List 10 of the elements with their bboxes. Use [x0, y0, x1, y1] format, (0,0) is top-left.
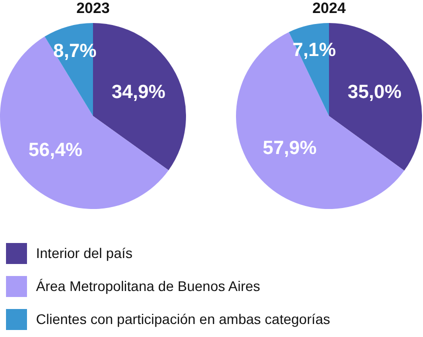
- chart-title: 2024: [312, 0, 346, 18]
- data-label: 8,7%: [53, 40, 97, 62]
- data-label: 34,9%: [112, 82, 166, 103]
- data-label: 35,0%: [348, 82, 402, 104]
- data-label: 56,4%: [28, 140, 83, 162]
- legend-label: Área Metropolitana de Buenos Aires: [36, 278, 260, 294]
- legend-label: Clientes con participación en ambas categorías: [36, 311, 330, 327]
- chart-title: 2023: [76, 0, 110, 18]
- legend-label: Interior del país: [36, 245, 132, 261]
- data-label: 57,9%: [262, 138, 317, 159]
